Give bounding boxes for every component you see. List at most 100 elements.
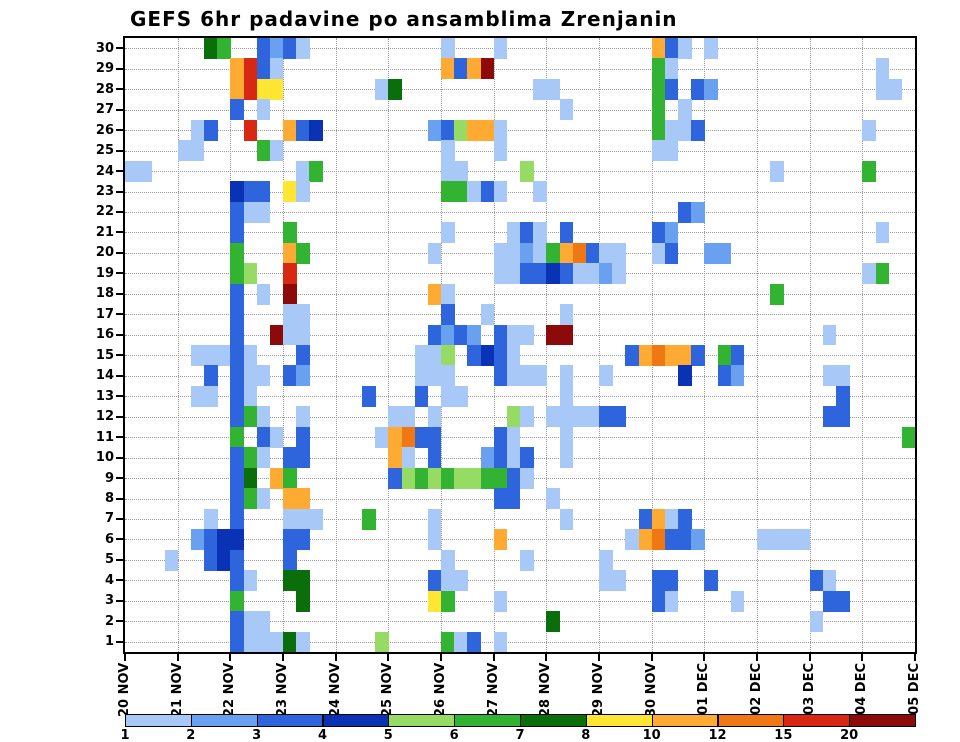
heatmap-cell: [506, 222, 521, 244]
heatmap-cell: [480, 467, 495, 489]
colorbar-segment: [125, 714, 192, 727]
heatmap-cell: [559, 406, 574, 428]
y-tick-label: 29: [95, 61, 114, 77]
heatmap-cell: [441, 324, 455, 346]
heatmap-cell: [704, 242, 718, 264]
heatmap-cell: [546, 263, 560, 285]
heatmap-cell: [230, 222, 244, 244]
heatmap-cell: [243, 263, 258, 285]
grid-line-h: [125, 48, 915, 50]
heatmap-cell: [678, 38, 692, 59]
heatmap-cell: [283, 529, 297, 551]
heatmap-cell: [243, 611, 258, 633]
heatmap-cell: [612, 263, 626, 285]
heatmap-cell: [441, 590, 455, 612]
heatmap-cell: [875, 78, 890, 100]
heatmap-cell: [691, 201, 705, 223]
heatmap-cell: [362, 385, 376, 407]
heatmap-cell: [243, 201, 258, 223]
heatmap-cell: [204, 345, 218, 366]
heatmap-cell: [691, 345, 705, 366]
heatmap-cell: [296, 160, 310, 182]
heatmap-cell: [296, 38, 310, 59]
heatmap-cell: [493, 467, 508, 489]
grid-line-v: [599, 38, 600, 652]
heatmap-cell: [441, 58, 455, 80]
x-tick-label: 23 NOV: [275, 662, 290, 717]
heatmap-cell: [230, 242, 244, 264]
heatmap-cell: [506, 324, 521, 346]
x-axis-tick: [229, 654, 232, 661]
heatmap-cell: [533, 263, 547, 285]
heatmap-cell: [717, 365, 732, 387]
heatmap-cell: [480, 304, 495, 326]
heatmap-cell: [730, 345, 745, 366]
grid-line-h: [125, 621, 915, 623]
y-axis-tick: [116, 313, 123, 316]
heatmap-cell: [414, 345, 429, 366]
heatmap-cell: [678, 345, 692, 366]
heatmap-cell: [520, 263, 534, 285]
heatmap-cell: [506, 488, 521, 510]
heatmap-cell: [651, 58, 666, 80]
heatmap-cell: [612, 242, 626, 264]
heatmap-cell: [480, 58, 495, 80]
heatmap-cell: [230, 345, 244, 366]
heatmap-cell: [256, 99, 271, 121]
heatmap-cell: [256, 181, 271, 203]
x-axis-tick: [703, 654, 706, 661]
y-axis-tick: [116, 47, 123, 50]
heatmap-cell: [283, 263, 297, 285]
heatmap-cell: [678, 365, 692, 387]
heatmap-cell: [204, 549, 218, 571]
heatmap-cell: [269, 426, 284, 448]
heatmap-cell: [717, 345, 732, 366]
y-axis-tick: [116, 354, 123, 357]
heatmap-cell: [256, 38, 271, 59]
heatmap-cell: [388, 447, 402, 469]
y-tick-label: 27: [95, 102, 114, 118]
heatmap-cell: [243, 78, 258, 100]
heatmap-cell: [612, 570, 626, 592]
heatmap-cell: [283, 242, 297, 264]
heatmap-cell: [296, 242, 310, 264]
heatmap-cell: [230, 611, 244, 633]
heatmap-cell: [230, 406, 244, 428]
y-axis-tick: [116, 620, 123, 623]
heatmap-cell: [651, 99, 666, 121]
heatmap-cell: [243, 447, 258, 469]
heatmap-cell: [520, 160, 534, 182]
heatmap-cell: [651, 140, 666, 162]
x-tick-label: 24 NOV: [327, 662, 343, 717]
x-axis-tick: [914, 654, 916, 661]
heatmap-cell: [243, 488, 258, 510]
heatmap-cell: [664, 345, 679, 366]
y-axis-tick: [116, 333, 123, 336]
y-tick-label: 18: [95, 286, 114, 302]
heatmap-cell: [493, 324, 508, 346]
heatmap-cell: [388, 426, 402, 448]
heatmap-cell: [296, 590, 310, 612]
heatmap-cell: [204, 119, 218, 141]
heatmap-cell: [309, 160, 323, 182]
heatmap-cell: [441, 222, 455, 244]
colorbar-tick-label: 20: [840, 728, 859, 742]
y-tick-label: 10: [95, 450, 114, 466]
heatmap-cell: [243, 58, 258, 80]
heatmap-cell: [256, 488, 271, 510]
plot-grid: [125, 38, 915, 652]
heatmap-cell: [309, 508, 323, 530]
y-tick-label: 23: [95, 184, 114, 199]
heatmap-cell: [427, 324, 442, 346]
heatmap-cell: [480, 345, 495, 366]
heatmap-cell: [230, 467, 244, 489]
heatmap-cell: [506, 406, 521, 428]
colorbar-segment: [717, 714, 785, 727]
x-axis-tick: [176, 654, 179, 661]
heatmap-cell: [243, 119, 258, 141]
heatmap-cell: [427, 426, 442, 448]
heatmap-cell: [414, 365, 429, 387]
heatmap-cell: [441, 549, 455, 571]
heatmap-cell: [230, 365, 244, 387]
heatmap-cell: [493, 345, 508, 366]
